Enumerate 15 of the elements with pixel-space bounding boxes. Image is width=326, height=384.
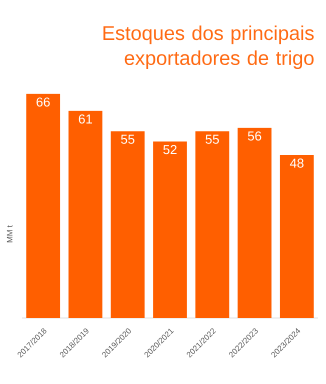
data-label: 52: [163, 144, 177, 154]
data-label: 61: [78, 114, 92, 124]
bar: [280, 155, 314, 318]
bar: [238, 128, 272, 318]
chart-title: Estoques dos principais exportadores de trigo: [103, 26, 314, 69]
data-label: 55: [206, 134, 219, 144]
data-label: 56: [248, 131, 262, 141]
data-label: 55: [121, 134, 134, 144]
bar: [26, 94, 60, 318]
data-label: 66: [36, 97, 50, 107]
data-label: 48: [290, 158, 304, 168]
bar: [153, 141, 187, 318]
bar: [68, 110, 102, 318]
bar: [195, 131, 230, 318]
bar: [110, 131, 145, 318]
